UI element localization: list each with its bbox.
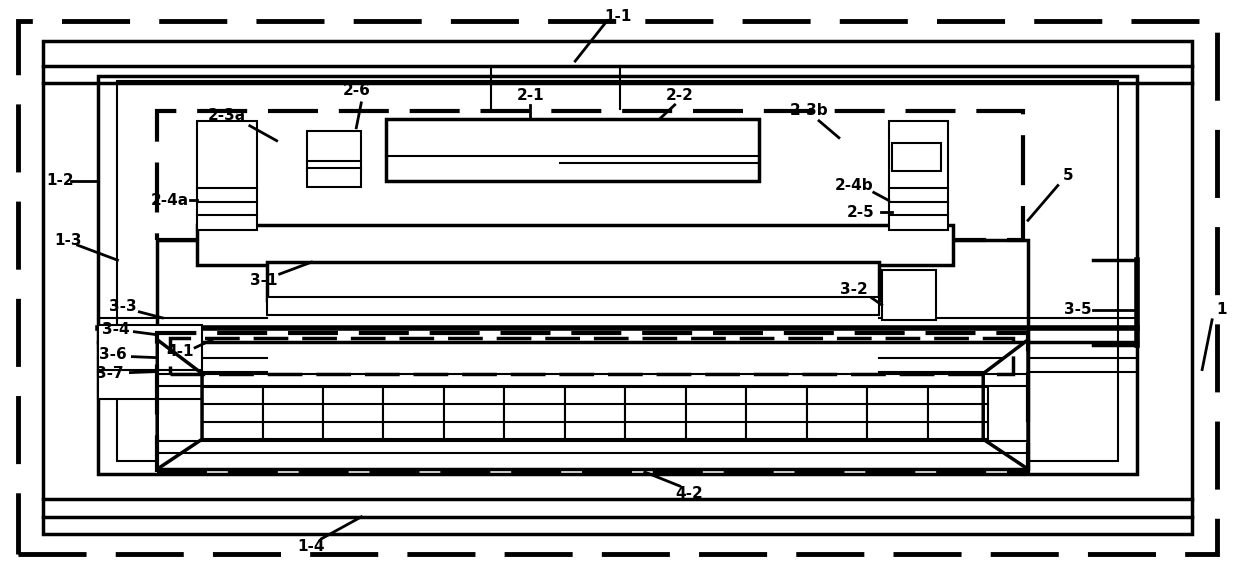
Bar bbox=[626, 386, 686, 439]
Text: 1: 1 bbox=[1217, 302, 1228, 317]
Bar bbox=[383, 386, 444, 439]
Text: 2-3b: 2-3b bbox=[789, 103, 829, 119]
Bar bbox=[157, 333, 1028, 472]
Text: 4-2: 4-2 bbox=[675, 486, 704, 502]
Polygon shape bbox=[157, 340, 202, 469]
Bar bbox=[202, 386, 263, 439]
Bar bbox=[306, 168, 362, 188]
Text: 3-6: 3-6 bbox=[99, 347, 126, 362]
Text: 3-5: 3-5 bbox=[1064, 302, 1092, 317]
Text: 2-2: 2-2 bbox=[665, 88, 694, 103]
Text: 3-2: 3-2 bbox=[840, 283, 867, 298]
Bar bbox=[98, 369, 202, 400]
Bar bbox=[170, 338, 1014, 373]
Text: 3-3: 3-3 bbox=[109, 299, 136, 315]
Bar bbox=[892, 142, 942, 170]
Text: 2-1: 2-1 bbox=[517, 88, 544, 103]
Bar bbox=[323, 386, 383, 439]
Bar bbox=[565, 386, 626, 439]
Bar bbox=[867, 386, 928, 439]
Text: 5: 5 bbox=[1063, 168, 1073, 183]
Bar bbox=[928, 386, 989, 439]
Bar bbox=[888, 189, 948, 230]
Text: 4-1: 4-1 bbox=[166, 344, 193, 359]
Bar bbox=[118, 81, 1118, 461]
Text: 2-4b: 2-4b bbox=[835, 178, 873, 193]
Text: 1-1: 1-1 bbox=[605, 9, 632, 24]
Text: 2-6: 2-6 bbox=[342, 83, 370, 99]
Bar bbox=[98, 76, 1137, 474]
Bar bbox=[306, 131, 362, 170]
Polygon shape bbox=[984, 340, 1028, 469]
Bar bbox=[686, 386, 746, 439]
Bar bbox=[266, 297, 878, 315]
Bar bbox=[444, 386, 504, 439]
Text: 1-4: 1-4 bbox=[297, 539, 326, 554]
Text: 3-1: 3-1 bbox=[250, 272, 278, 287]
Text: 1-2: 1-2 bbox=[46, 173, 73, 188]
Text: 2-3a: 2-3a bbox=[208, 108, 247, 123]
Bar bbox=[197, 121, 256, 190]
Bar bbox=[266, 262, 878, 300]
Bar bbox=[157, 111, 1023, 240]
Text: 2-4a: 2-4a bbox=[151, 193, 190, 208]
Text: 1-3: 1-3 bbox=[55, 233, 82, 248]
Bar bbox=[98, 325, 202, 374]
Bar bbox=[263, 386, 323, 439]
Text: 3-7: 3-7 bbox=[95, 366, 124, 381]
Text: 2-5: 2-5 bbox=[847, 205, 875, 220]
Bar bbox=[387, 119, 760, 181]
Bar bbox=[807, 386, 867, 439]
Bar bbox=[157, 240, 1028, 469]
Bar bbox=[504, 386, 565, 439]
Bar bbox=[197, 189, 256, 230]
Bar bbox=[888, 121, 948, 190]
Bar bbox=[197, 225, 953, 265]
Text: 3-4: 3-4 bbox=[102, 322, 129, 337]
Bar bbox=[882, 270, 937, 320]
Bar bbox=[43, 41, 1192, 534]
Bar bbox=[746, 386, 807, 439]
